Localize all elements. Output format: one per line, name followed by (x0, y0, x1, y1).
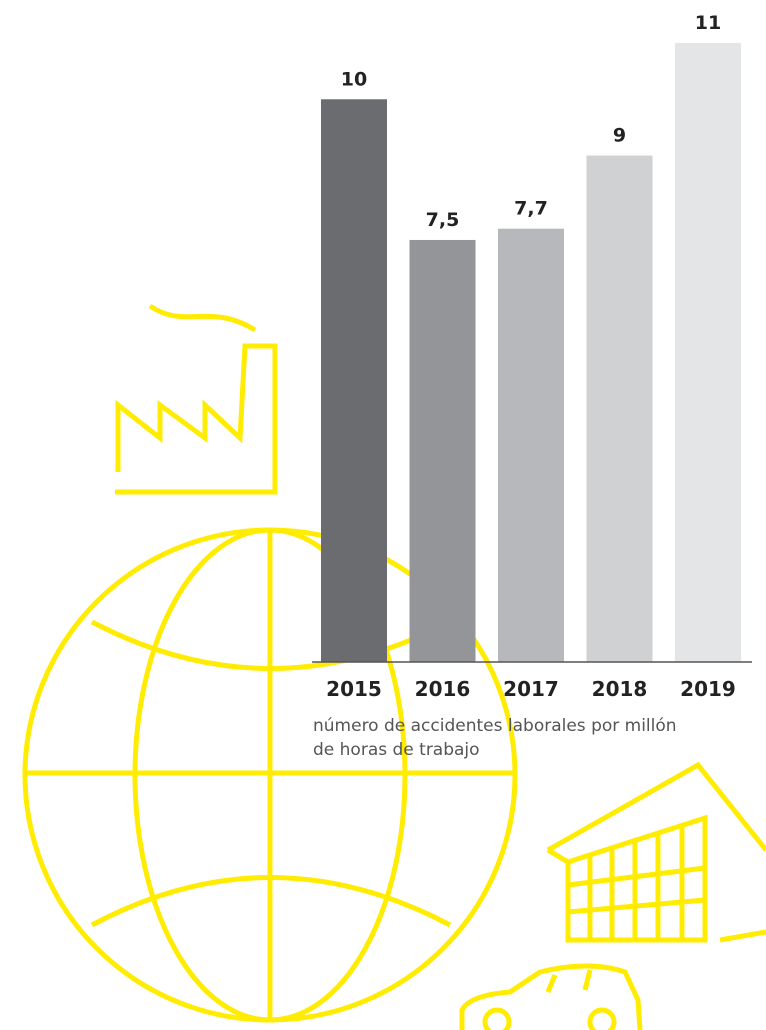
globe-latitude (90, 875, 452, 928)
bar (498, 228, 564, 662)
globe-icon (22, 527, 518, 1023)
caption: número de accidentes laborales por milló… (313, 716, 677, 760)
ground (719, 929, 766, 943)
value-label: 9 (613, 125, 626, 147)
car-windows (545, 969, 593, 993)
x-tick-label: 2017 (503, 677, 559, 701)
value-label: 10 (341, 68, 367, 90)
car-icon (459, 963, 643, 1030)
roof (546, 761, 766, 853)
building-icon (546, 761, 766, 943)
x-tick-label: 2018 (592, 677, 648, 701)
x-tick-label: 2016 (415, 677, 471, 701)
bar (409, 239, 476, 663)
factory (115, 343, 278, 495)
x-tick-label: 2015 (326, 677, 382, 701)
globe-latitude (90, 619, 452, 671)
wheel (482, 1007, 512, 1030)
value-label: 7,7 (514, 198, 548, 220)
x-tick-label: 2019 (680, 677, 736, 701)
bar (321, 99, 387, 663)
bar (675, 43, 741, 662)
factory-icon (115, 303, 278, 495)
car-body (459, 963, 643, 1030)
smoke (148, 303, 257, 333)
facade (546, 814, 708, 943)
value-label: 7,5 (426, 209, 460, 231)
windows (567, 826, 706, 940)
wheel (587, 1007, 617, 1030)
bar (586, 155, 653, 662)
value-label: 11 (695, 12, 721, 34)
